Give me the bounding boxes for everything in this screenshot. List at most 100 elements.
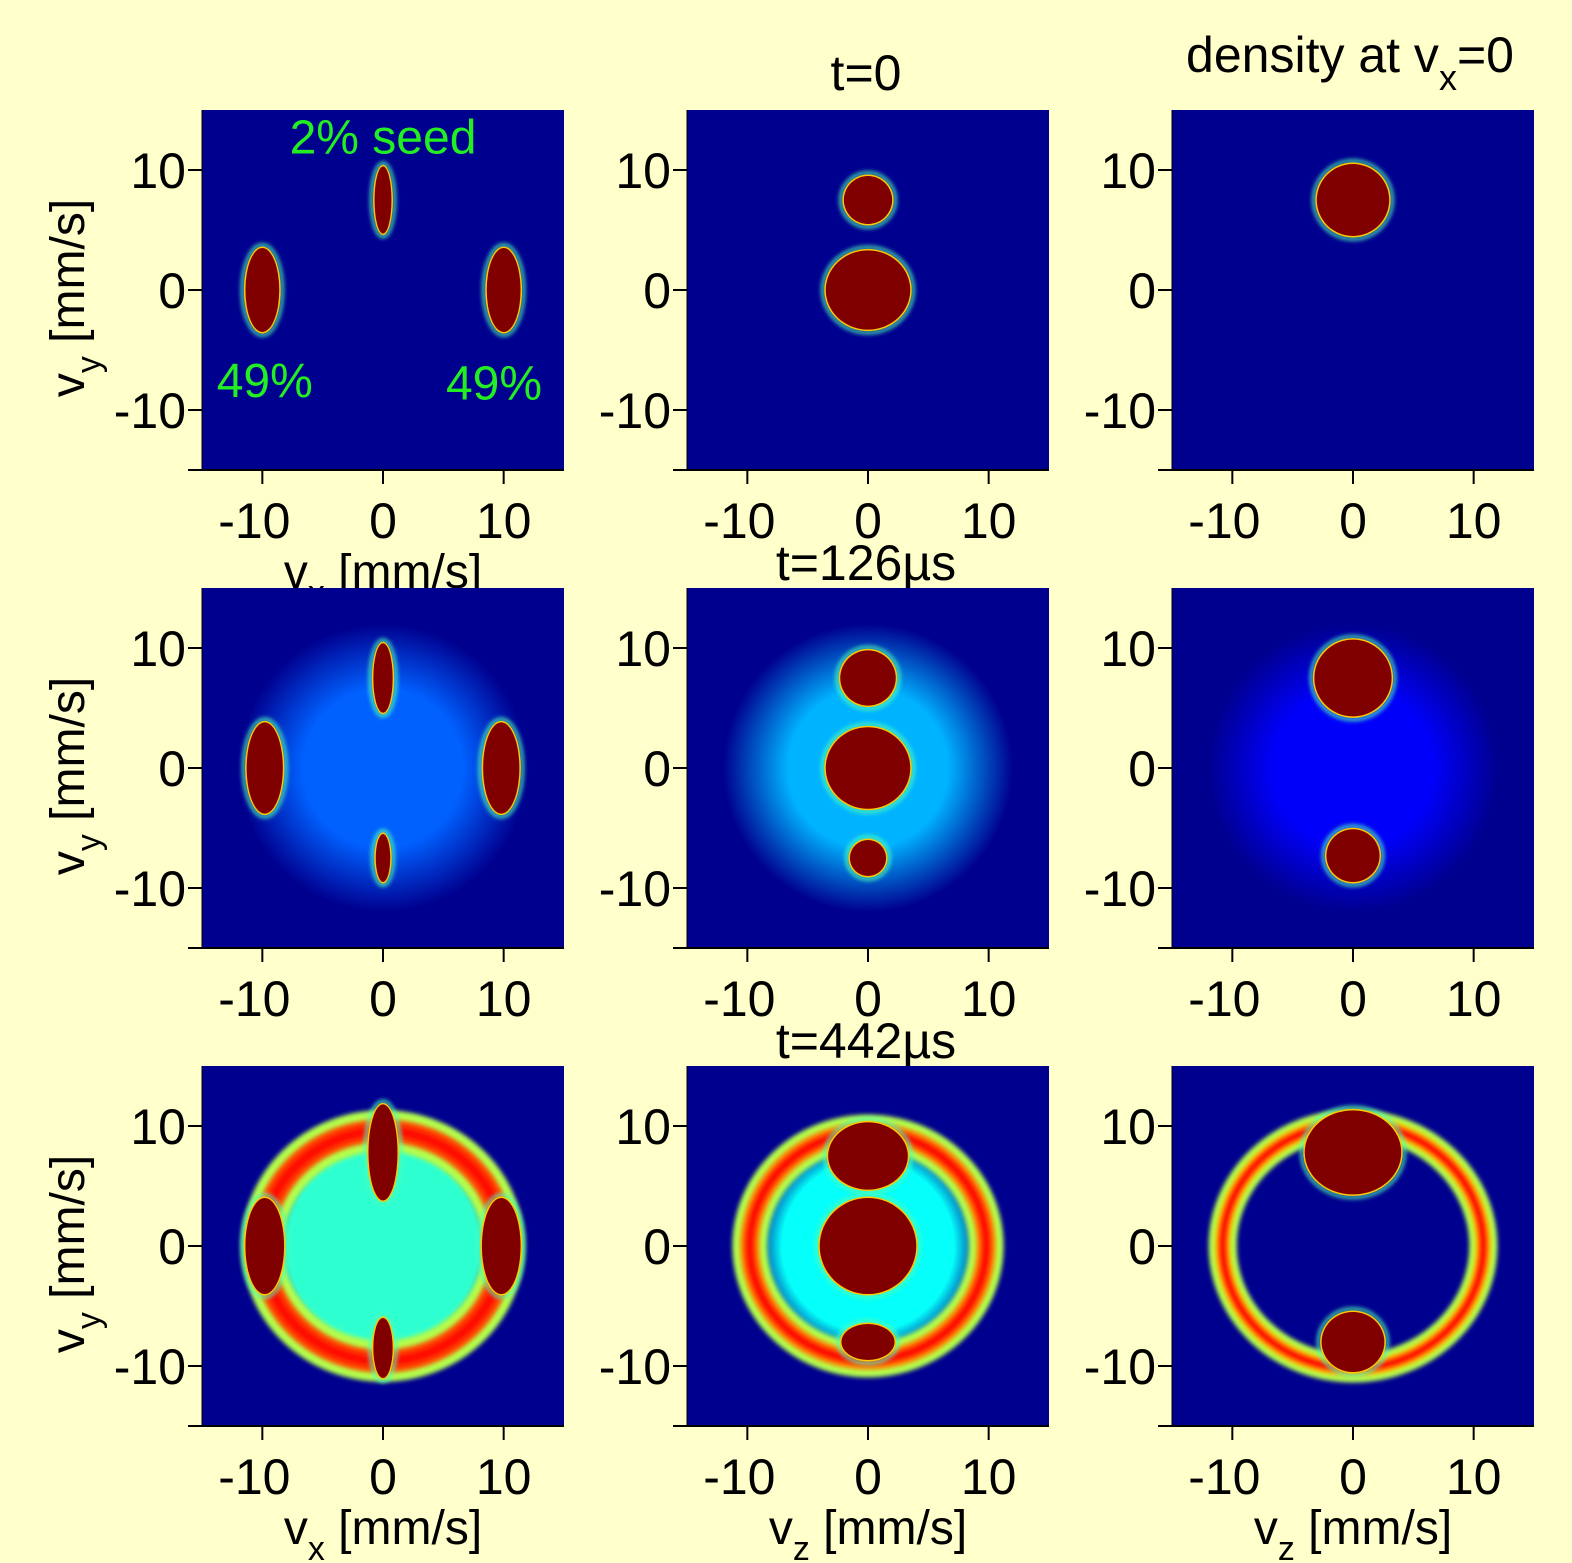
blob bbox=[368, 1104, 398, 1201]
blob bbox=[840, 650, 896, 706]
blob bbox=[843, 176, 893, 224]
y-tick-label: 0 bbox=[643, 741, 671, 797]
x-tick-label: 0 bbox=[369, 493, 397, 549]
column-title-density-sub: x bbox=[1439, 57, 1457, 98]
blob bbox=[819, 1198, 917, 1294]
blob bbox=[374, 166, 392, 234]
blob-edge bbox=[1312, 159, 1394, 241]
halo bbox=[1208, 624, 1498, 912]
blob bbox=[486, 248, 521, 332]
annotation: 2% seed bbox=[290, 111, 477, 164]
annotation: 49% bbox=[446, 357, 542, 410]
y-tick-label: -10 bbox=[114, 861, 186, 917]
blob bbox=[1321, 1312, 1385, 1372]
annotation: 49% bbox=[217, 355, 313, 408]
y-tick-label: -10 bbox=[114, 1339, 186, 1395]
x-tick-label: -10 bbox=[1188, 971, 1260, 1027]
y-tick-label: 10 bbox=[615, 143, 671, 199]
blob-edge bbox=[815, 1193, 921, 1299]
x-tick-label: 0 bbox=[369, 971, 397, 1027]
y-tick-label: 0 bbox=[1128, 1219, 1156, 1275]
column-title-density: density at vx=0 bbox=[1186, 27, 1514, 98]
halo bbox=[256, 1120, 510, 1372]
blob-edge bbox=[364, 1099, 402, 1205]
x-tick-label: -10 bbox=[703, 493, 775, 549]
blob bbox=[825, 250, 911, 330]
blob-edge bbox=[1300, 1105, 1406, 1199]
panels-group: 2% seed 49% 49% -10 0 10 -10 0 10 vy [mm/s] vx [mm… bbox=[42, 110, 1534, 1563]
y-tick-label: 10 bbox=[615, 621, 671, 677]
panel-row1-col1: 2% seed 49% 49% bbox=[202, 110, 564, 470]
y-tick-label: 10 bbox=[1100, 143, 1156, 199]
y-tick-label: 10 bbox=[615, 1099, 671, 1155]
blob bbox=[1316, 164, 1390, 236]
blob-edge bbox=[371, 829, 395, 887]
x-tick-label: -10 bbox=[703, 1449, 775, 1505]
blob bbox=[849, 840, 887, 876]
blob bbox=[1326, 829, 1380, 882]
x-tick-label: 0 bbox=[1339, 493, 1367, 549]
blob bbox=[373, 1318, 393, 1378]
y-tick-label: 0 bbox=[1128, 263, 1156, 319]
column-title-density-main: density at v bbox=[1186, 27, 1439, 83]
x-tick-label: 10 bbox=[476, 971, 532, 1027]
blob bbox=[481, 1198, 521, 1294]
panel-row3-col2 bbox=[687, 1066, 1049, 1426]
y-tick-label: -10 bbox=[599, 861, 671, 917]
blob bbox=[1304, 1110, 1402, 1195]
blob-edge bbox=[242, 717, 288, 819]
y-tick-label: 10 bbox=[1100, 621, 1156, 677]
row-title-t442: t=442µs bbox=[776, 1013, 956, 1069]
column-title-density-tail: =0 bbox=[1457, 27, 1514, 83]
blob bbox=[825, 727, 911, 809]
x-tick-label: -10 bbox=[1188, 1449, 1260, 1505]
y-tick-label: 0 bbox=[158, 741, 186, 797]
x-axis-label: vz [mm/s] bbox=[1254, 1502, 1452, 1563]
x-tick-label: -10 bbox=[218, 1449, 290, 1505]
row-title-t126: t=126µs bbox=[776, 535, 956, 591]
y-axis-label: vy [mm/s] bbox=[42, 677, 108, 875]
blob-edge bbox=[1309, 635, 1397, 721]
blob-edge bbox=[839, 171, 897, 229]
blob bbox=[483, 722, 520, 814]
x-tick-label: 0 bbox=[369, 1449, 397, 1505]
halo bbox=[238, 624, 528, 912]
blob-edge bbox=[370, 161, 396, 239]
y-tick-label: 10 bbox=[1100, 1099, 1156, 1155]
blob-edge bbox=[836, 1319, 900, 1365]
y-tick-label: 0 bbox=[1128, 741, 1156, 797]
blob-edge bbox=[477, 1193, 526, 1299]
blob bbox=[828, 1122, 908, 1190]
y-tick-label: 0 bbox=[643, 263, 671, 319]
x-tick-label: 10 bbox=[1446, 493, 1502, 549]
y-tick-label: -10 bbox=[114, 383, 186, 439]
blob-edge bbox=[823, 1117, 913, 1195]
panel-row3-col1 bbox=[202, 1066, 564, 1426]
blob-edge bbox=[240, 1193, 289, 1299]
x-tick-label: -10 bbox=[218, 971, 290, 1027]
x-tick-label: 10 bbox=[961, 971, 1017, 1027]
x-tick-label: 10 bbox=[961, 1449, 1017, 1505]
x-tick-label: -10 bbox=[703, 971, 775, 1027]
y-tick-label: 10 bbox=[130, 621, 186, 677]
y-tick-label: 10 bbox=[130, 1099, 186, 1155]
panel-row2-col2 bbox=[687, 588, 1049, 948]
blob-edge bbox=[845, 835, 891, 881]
x-tick-label: 10 bbox=[476, 1449, 532, 1505]
x-tick-label: 10 bbox=[961, 493, 1017, 549]
y-tick-label: 0 bbox=[158, 1219, 186, 1275]
panel-row2-col3 bbox=[1172, 588, 1534, 948]
blob bbox=[245, 1198, 285, 1294]
x-tick-label: 0 bbox=[854, 493, 882, 549]
x-tick-label: 0 bbox=[854, 1449, 882, 1505]
blob bbox=[245, 248, 280, 332]
blob-edge bbox=[1317, 1307, 1389, 1377]
blob bbox=[375, 834, 391, 882]
blob bbox=[841, 1324, 895, 1360]
x-tick-label: 0 bbox=[1339, 971, 1367, 1027]
blob-edge bbox=[478, 717, 524, 819]
panel-row1-col3 bbox=[1172, 110, 1534, 470]
x-axis-label: vx [mm/s] bbox=[284, 1502, 482, 1563]
panel-row3-col3 bbox=[1172, 1066, 1534, 1426]
